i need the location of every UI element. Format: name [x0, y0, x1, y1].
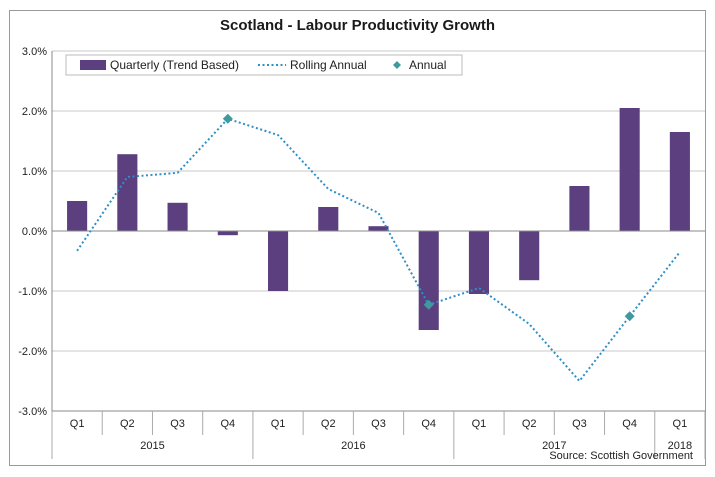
legend-bar-swatch [80, 60, 106, 70]
legend-label-annual: Annual [409, 58, 446, 72]
x-tick-label: Q3 [371, 418, 386, 430]
annual-marker [624, 311, 635, 322]
chart-title: Scotland - Labour Productivity Growth [219, 17, 495, 34]
x-tick-label: Q3 [572, 418, 587, 430]
x-year-label: 2016 [341, 440, 365, 452]
y-tick-label: 0.0% [22, 226, 47, 238]
x-tick-label: Q1 [271, 418, 286, 430]
quarterly-bar [318, 207, 339, 231]
quarterly-bar [217, 231, 238, 236]
x-year-label: 2017 [542, 440, 566, 452]
y-tick-label: 3.0% [22, 46, 47, 58]
x-tick-label: Q3 [170, 418, 185, 430]
x-tick-label: Q4 [421, 418, 436, 430]
x-tick-label: Q1 [472, 418, 487, 430]
x-tick-label: Q1 [70, 418, 85, 430]
quarterly-bar [669, 132, 690, 231]
quarterly-bar [267, 231, 289, 291]
chart-svg: 3.0% 2.0% 1.0% 0.0% -1.0% -2.0% -3.0% Q1 Q2 Q3 Q4 Q… [18, 46, 706, 459]
legend-label-quarterly: Quarterly (Trend Based) [110, 58, 239, 72]
x-tick-label: Q4 [220, 418, 235, 430]
source-note: Source: Scottish Government [549, 450, 693, 462]
legend-label-rolling: Rolling Annual [290, 58, 367, 72]
quarterly-bar [569, 186, 590, 231]
quarterly-bar [468, 231, 490, 294]
quarterly-bar [117, 154, 138, 231]
quarterly-bar [418, 231, 439, 330]
quarterly-bar [167, 202, 188, 231]
x-tick-label: Q4 [622, 418, 637, 430]
x-year-label: 2018 [668, 440, 692, 452]
quarterly-bar [368, 226, 389, 231]
y-tick-label: -3.0% [18, 406, 47, 418]
legend-marker-swatch [393, 61, 401, 69]
quarterly-bar [519, 231, 540, 281]
quarterly-bar [619, 108, 640, 231]
x-tick-label: Q2 [120, 418, 135, 430]
quarterly-bar [67, 201, 88, 231]
rolling-annual-line [76, 117, 681, 383]
chart-frame: Scotland - Labour Productivity Growth 3.… [9, 10, 706, 466]
annual-marker [423, 299, 434, 310]
y-tick-label: 1.0% [22, 166, 47, 178]
x-tick-label: Q2 [522, 418, 537, 430]
y-tick-label: -2.0% [18, 346, 47, 358]
x-year-label: 2015 [140, 440, 164, 452]
x-tick-label: Q1 [673, 418, 688, 430]
y-tick-label: -1.0% [18, 286, 47, 298]
annual-marker [222, 113, 233, 124]
y-tick-label: 2.0% [22, 106, 47, 118]
x-tick-label: Q2 [321, 418, 336, 430]
